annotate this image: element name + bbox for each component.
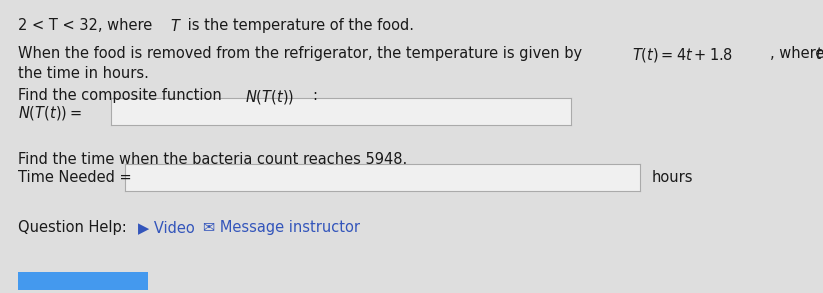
Text: $N(T(t))$: $N(T(t))$: [245, 88, 294, 106]
Text: $T(t) = 4t + 1.8$: $T(t) = 4t + 1.8$: [632, 46, 732, 64]
Text: , where: , where: [770, 46, 823, 61]
Text: Question Help:: Question Help:: [18, 220, 132, 235]
Text: $T$: $T$: [170, 18, 182, 34]
Text: Time Needed =: Time Needed =: [18, 170, 137, 185]
Text: When the food is removed from the refrigerator, the temperature is given by: When the food is removed from the refrig…: [18, 46, 587, 61]
Text: Find the time when the bacteria count reaches 5948.: Find the time when the bacteria count re…: [18, 152, 407, 167]
Text: the time in hours.: the time in hours.: [18, 66, 149, 81]
Text: 2 < T < 32, where: 2 < T < 32, where: [18, 18, 157, 33]
Text: $N(T(t)) =$: $N(T(t)) =$: [18, 104, 82, 122]
Text: $t$: $t$: [815, 46, 823, 62]
Text: :: :: [312, 88, 317, 103]
Text: is the temperature of the food.: is the temperature of the food.: [183, 18, 414, 33]
Text: ✉ Message instructor: ✉ Message instructor: [203, 220, 360, 235]
Text: ▶ Video: ▶ Video: [138, 220, 195, 235]
Text: hours: hours: [652, 170, 694, 185]
Text: Find the composite function: Find the composite function: [18, 88, 226, 103]
